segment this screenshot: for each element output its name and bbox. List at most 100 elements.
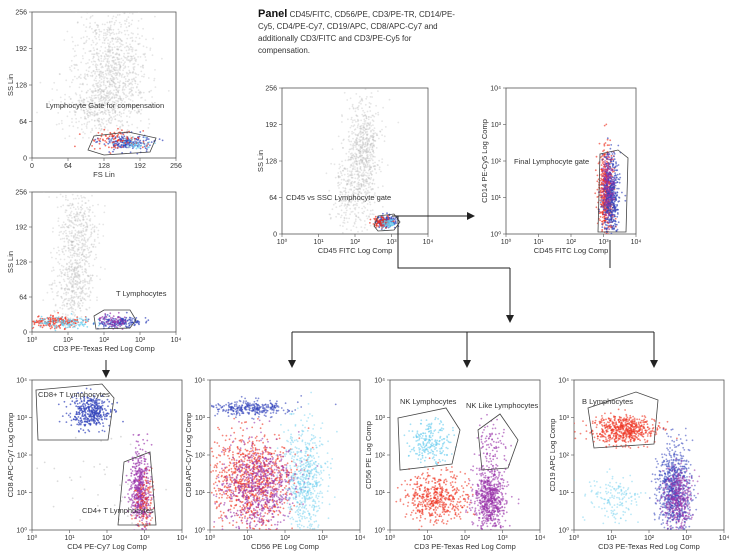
panel-title: Panel bbox=[258, 8, 288, 20]
x-tick-label: 10⁴ bbox=[535, 535, 546, 542]
event-dots bbox=[325, 88, 400, 234]
panel-description-text: CD45/FITC, CD56/PE, CD3/PE-TR, CD14/PE-C… bbox=[258, 10, 455, 55]
x-axis-label: CD45 FITC Log Comp bbox=[534, 246, 609, 255]
x-tick-label: 256 bbox=[170, 163, 182, 170]
x-tick-label: 10⁴ bbox=[631, 239, 642, 246]
y-tick-label: 192 bbox=[265, 122, 277, 129]
x-tick-label: 10¹ bbox=[533, 239, 544, 246]
x-tick-label: 192 bbox=[134, 163, 146, 170]
y-tick-label: 192 bbox=[15, 225, 27, 232]
x-tick-label: 10² bbox=[280, 535, 291, 542]
x-tick-label: 10⁴ bbox=[355, 535, 366, 542]
x-tick-label: 10¹ bbox=[64, 535, 75, 542]
y-tick-label: 128 bbox=[15, 83, 27, 90]
x-tick-label: 10³ bbox=[598, 239, 609, 246]
y-tick-label: 10³ bbox=[195, 415, 206, 422]
x-tick-label: 10⁴ bbox=[177, 535, 188, 542]
plot-frame bbox=[31, 191, 177, 333]
x-tick-label: 10³ bbox=[497, 535, 508, 542]
x-tick-label: 10⁴ bbox=[171, 337, 182, 344]
x-tick-label: 10² bbox=[566, 239, 577, 246]
gate-label-cd4: CD4+ T Lymphocytes bbox=[82, 506, 154, 515]
gate-nk bbox=[397, 407, 461, 471]
y-tick-label: 10¹ bbox=[491, 195, 502, 202]
x-tick-label: 10¹ bbox=[63, 337, 74, 344]
x-axis-label: CD3 PE-Texas Red Log Comp bbox=[53, 344, 155, 353]
x-tick-label: 10¹ bbox=[242, 535, 253, 542]
x-tick-label: 128 bbox=[98, 163, 110, 170]
x-tick-label: 64 bbox=[64, 163, 72, 170]
plot-frame bbox=[31, 379, 183, 531]
y-tick-label: 256 bbox=[265, 86, 277, 93]
plot-cd3-ss: 10⁰ 10¹ 10² 10³ 10⁴ 0 64 128 192 256 CD3 PE-Texas … bbox=[6, 190, 182, 354]
y-axis-label: SS Lin bbox=[6, 251, 15, 273]
y-axis-label: CD19 APC Log Comp bbox=[548, 419, 557, 492]
x-tick-label: 10⁴ bbox=[423, 239, 434, 246]
event-dots bbox=[32, 192, 150, 332]
plot-cd3-cd56: 10⁰ 10¹ 10² 10³ 10⁴ 10⁰ 10¹ 10² 10³ 10⁴ CD3 PE-Tex… bbox=[364, 378, 545, 552]
x-axis-label: FS Lin bbox=[93, 170, 115, 179]
y-tick-label: 10³ bbox=[559, 415, 570, 422]
x-tick-label: 10¹ bbox=[606, 535, 617, 542]
flow-arrows bbox=[102, 212, 658, 378]
x-tick-label: 10⁰ bbox=[205, 534, 216, 542]
gate-label: B Lymphocytes bbox=[582, 397, 633, 406]
y-tick-label: 10² bbox=[375, 453, 386, 460]
y-tick-label: 10⁰ bbox=[374, 527, 385, 535]
x-tick-label: 10³ bbox=[386, 239, 397, 246]
x-tick-label: 10¹ bbox=[422, 535, 433, 542]
x-tick-label: 10³ bbox=[139, 535, 150, 542]
event-dots bbox=[594, 123, 627, 234]
x-tick-label: 10² bbox=[102, 535, 113, 542]
plot-cd4-cd8: 10⁰ 10¹ 10² 10³ 10⁴ 10⁰ 10¹ 10² 10³ 10⁴ CD4 PE-Cy7… bbox=[6, 378, 188, 552]
x-tick-label: 10² bbox=[644, 535, 655, 542]
x-axis-label: CD3 PE-Texas Red Log Comp bbox=[414, 542, 516, 551]
y-tick-label: 10² bbox=[559, 453, 570, 460]
x-axis-label: CD56 PE Log Comp bbox=[251, 542, 319, 551]
y-tick-label: 10⁴ bbox=[194, 378, 205, 385]
y-tick-label: 10⁴ bbox=[374, 378, 385, 385]
gate-label: Lymphocyte Gate for compensation bbox=[46, 101, 164, 110]
y-tick-label: 10⁴ bbox=[16, 378, 27, 385]
plot-cd56-cd8: 10⁰ 10¹ 10² 10³ 10⁴ 10⁰ 10¹ 10² 10³ 10⁴ CD56 PE Lo… bbox=[184, 378, 366, 552]
y-tick-label: 10⁰ bbox=[490, 231, 501, 239]
y-tick-label: 10¹ bbox=[375, 490, 386, 497]
y-axis-label: CD56 PE Log Comp bbox=[364, 421, 373, 489]
y-tick-label: 64 bbox=[19, 119, 27, 126]
x-tick-label: 10⁰ bbox=[569, 534, 580, 542]
x-axis-label: CD4 PE-Cy7 Log Comp bbox=[67, 542, 147, 551]
x-tick-label: 10³ bbox=[681, 535, 692, 542]
gate-t-lymphocytes bbox=[93, 309, 137, 330]
y-tick-label: 10⁴ bbox=[490, 86, 501, 93]
plot-layer: 0 64 128 192 256 0 64 128 192 256 FS Lin SS Lin Lymp… bbox=[6, 10, 730, 552]
gate-label-cd8: CD8+ T Lymphocytes bbox=[38, 390, 110, 399]
gate-label-nk: NK Lymphocytes bbox=[400, 397, 457, 406]
gate-final-lymphocyte bbox=[597, 149, 629, 233]
x-tick-label: 10⁴ bbox=[719, 535, 730, 542]
plot-frame bbox=[281, 87, 429, 235]
event-dots bbox=[574, 408, 701, 530]
y-tick-label: 0 bbox=[23, 156, 27, 163]
gate-cd4-t bbox=[117, 451, 157, 526]
y-tick-label: 256 bbox=[15, 190, 27, 197]
y-tick-label: 10⁴ bbox=[558, 378, 569, 385]
y-tick-label: 10⁰ bbox=[194, 527, 205, 535]
y-tick-label: 10¹ bbox=[195, 490, 206, 497]
x-tick-label: 10³ bbox=[135, 337, 146, 344]
x-tick-label: 10² bbox=[460, 535, 471, 542]
plot-frame bbox=[31, 11, 177, 159]
gate-lymphocyte-compensation bbox=[87, 131, 157, 156]
y-tick-label: 10² bbox=[491, 159, 502, 166]
gate-label: T Lymphocytes bbox=[116, 289, 167, 298]
y-tick-label: 64 bbox=[269, 195, 277, 202]
plot-frame bbox=[573, 379, 725, 531]
plot-cd3-cd19: 10⁰ 10¹ 10² 10³ 10⁴ 10⁰ 10¹ 10² 10³ 10⁴ CD3 PE-Tex… bbox=[548, 378, 730, 552]
x-tick-label: 10² bbox=[99, 337, 110, 344]
connector-cd45-down bbox=[397, 216, 510, 269]
plot-cd45-ss: 10⁰ 10¹ 10² 10³ 10⁴ 0 64 128 192 256 CD45 FITC Log… bbox=[256, 86, 434, 256]
y-tick-label: 10⁰ bbox=[16, 527, 27, 535]
panel-description: Panel CD45/FITC, CD56/PE, CD3/PE-TR, CD1… bbox=[258, 8, 458, 57]
y-axis-label: CD8 APC-Cy7 Log Comp bbox=[184, 413, 193, 498]
y-tick-label: 10¹ bbox=[17, 490, 28, 497]
